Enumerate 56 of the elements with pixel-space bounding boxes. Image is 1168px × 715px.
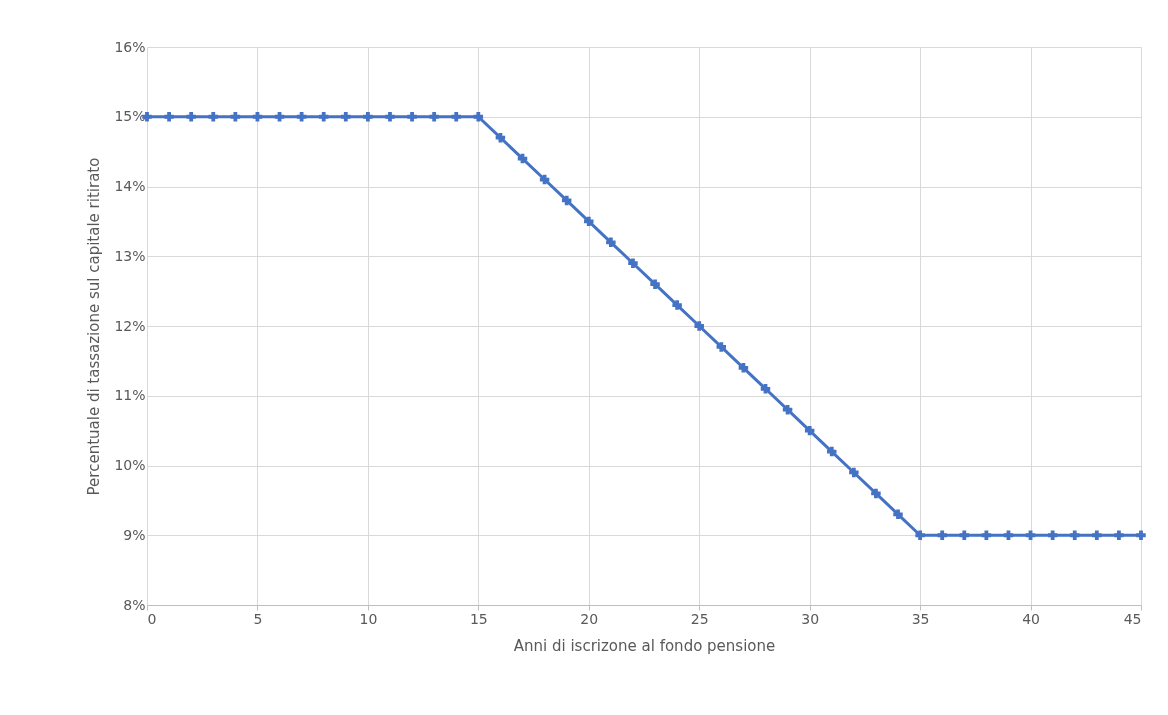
x-tick-label: 15 <box>469 610 488 627</box>
point <box>650 279 660 289</box>
y-axis-title: Percentuale di tassazione sul capitale ritirato <box>85 157 104 496</box>
point <box>694 321 704 331</box>
point <box>1047 530 1058 540</box>
x-tick-label: 45 <box>1123 610 1142 627</box>
y-tick-label: 13% <box>114 247 146 264</box>
y-tick-label: 14% <box>114 178 146 194</box>
point <box>716 342 727 352</box>
point <box>959 530 970 540</box>
point <box>804 425 815 436</box>
point <box>584 216 594 227</box>
point <box>628 258 638 268</box>
point <box>871 488 881 499</box>
point <box>164 112 174 122</box>
x-axis-title: Anni di iscrizone al fondo pensione <box>513 636 776 655</box>
point <box>186 112 196 122</box>
x-tick-label: 10 <box>359 610 378 627</box>
x-tick-label: 25 <box>690 610 709 627</box>
point <box>738 363 749 373</box>
point <box>849 467 859 478</box>
x-tick-label: 20 <box>580 610 599 627</box>
point <box>1069 530 1080 540</box>
x-tick-label: 5 <box>253 610 263 627</box>
point <box>1136 530 1146 540</box>
y-tick-label: 10% <box>114 457 146 473</box>
point <box>1092 530 1102 540</box>
point <box>341 112 351 122</box>
point <box>672 300 682 310</box>
point <box>606 237 616 248</box>
x-tick-label: 30 <box>801 610 820 627</box>
y-tick-label: 8% <box>123 596 146 613</box>
point <box>407 112 417 122</box>
point <box>937 530 947 540</box>
point <box>363 112 373 122</box>
y-tick-label: 15% <box>114 108 146 125</box>
y-tick-label: 9% <box>123 526 146 543</box>
point <box>473 112 484 122</box>
point <box>893 509 903 520</box>
point <box>1114 530 1124 540</box>
x-tick-label: 0 <box>147 610 157 627</box>
point <box>451 112 461 122</box>
point <box>760 384 771 394</box>
x-tick-label: 35 <box>911 610 930 627</box>
point <box>318 112 329 122</box>
y-tick-label: 12% <box>114 317 146 334</box>
point <box>208 112 219 122</box>
point <box>230 112 241 122</box>
y-tick-label: 11% <box>114 387 146 404</box>
x-tick-label: 40 <box>1022 610 1040 627</box>
point <box>981 530 992 540</box>
point <box>915 530 925 540</box>
point <box>296 112 307 122</box>
point <box>385 112 395 122</box>
point <box>429 112 439 122</box>
y-tick-label: 16% <box>114 38 146 55</box>
